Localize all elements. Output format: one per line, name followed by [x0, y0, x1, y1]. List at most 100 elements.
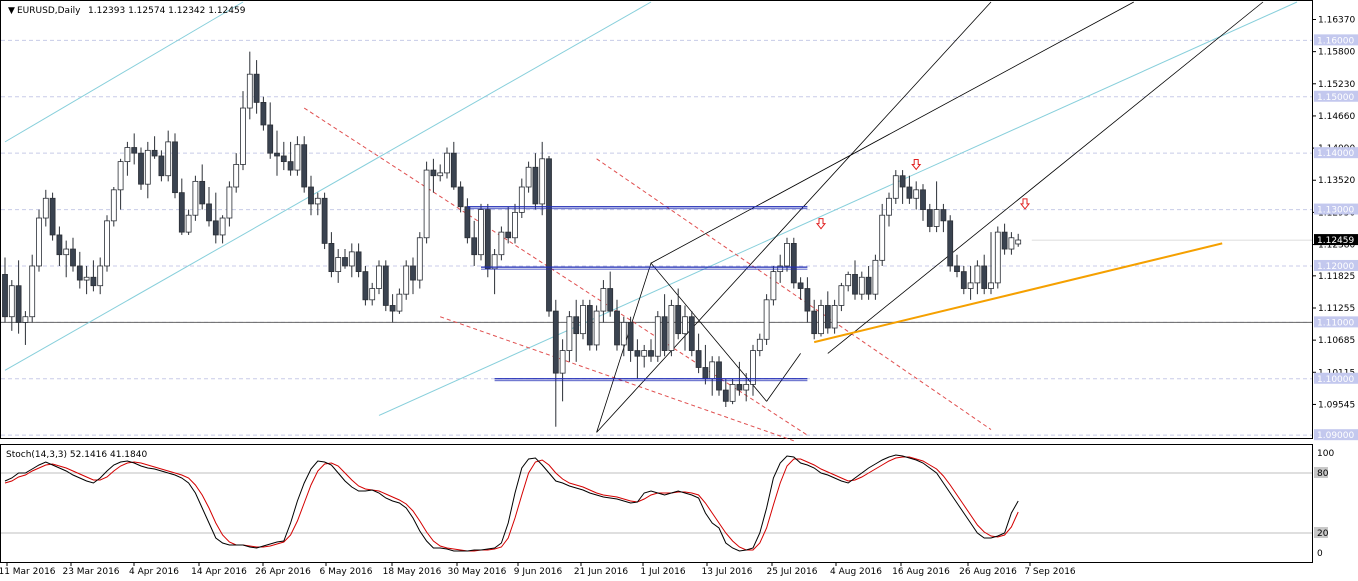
candle: [539, 141, 546, 216]
candle: [138, 147, 144, 190]
candle-body: [369, 288, 376, 301]
candle: [280, 141, 287, 171]
candle: [994, 226, 1001, 289]
candle-body: [729, 384, 736, 402]
candle: [70, 237, 76, 272]
candle: [63, 240, 70, 278]
pitchfork-channel: [596, 1, 1264, 433]
candle: [940, 203, 947, 233]
candle: [22, 311, 29, 345]
candle-body: [620, 321, 627, 346]
candle-body: [960, 271, 967, 289]
candle-body: [586, 305, 593, 346]
candle: [600, 280, 607, 323]
candle-body: [185, 214, 192, 233]
level-label-bg: [1314, 34, 1358, 46]
level-label-bg: [1314, 259, 1358, 271]
candle: [763, 294, 770, 345]
candle-body: [240, 107, 246, 165]
x-tick-label: 26 Aug 2016: [959, 567, 1017, 577]
candle: [131, 133, 138, 165]
candle: [389, 294, 396, 323]
axes: 1.163701.158001.152301.146601.140901.135…: [0, 15, 1358, 577]
candle: [376, 260, 382, 295]
candle: [906, 175, 913, 204]
candle-body: [981, 265, 988, 289]
candle: [709, 356, 716, 396]
candle-body: [410, 265, 416, 281]
grid: [0, 0, 1313, 563]
candle: [1001, 223, 1008, 255]
candle-body: [634, 350, 641, 357]
level-label-bg: [1314, 429, 1358, 441]
candle: [784, 237, 790, 272]
y-tick-label: 1.09545: [1318, 400, 1355, 410]
candle: [607, 271, 614, 317]
candle: [478, 203, 484, 261]
y-tick-label: 1.15800: [1318, 48, 1355, 58]
candle: [355, 243, 362, 278]
candle-body: [770, 271, 777, 301]
candle-body: [464, 206, 471, 239]
candle: [240, 91, 246, 171]
candle: [879, 203, 886, 266]
candle: [580, 299, 586, 340]
x-tick-label: 1 Jul 2016: [640, 567, 685, 577]
candle: [750, 344, 756, 396]
candle-body: [389, 305, 396, 312]
candle-body: [287, 161, 294, 171]
candle-body: [559, 350, 566, 374]
fib-line: [4, 1, 244, 143]
candle: [614, 299, 620, 351]
y-tick-label: 1.14660: [1318, 112, 1355, 122]
x-tick-label: 30 May 2016: [448, 567, 507, 577]
candle-body: [573, 316, 580, 335]
candle: [546, 155, 552, 317]
candle: [342, 249, 348, 269]
candle-body: [76, 265, 83, 281]
level-label: 1.14000: [1317, 149, 1354, 159]
candle: [818, 299, 824, 337]
candle: [396, 288, 403, 314]
candle-body: [688, 316, 695, 351]
candle: [76, 251, 83, 289]
candle: [321, 192, 328, 250]
candle: [185, 209, 192, 235]
candle: [981, 254, 988, 295]
symbol-label: EURUSD,Daily: [17, 6, 81, 16]
candle: [56, 226, 63, 266]
candle: [641, 344, 648, 368]
candle-body: [804, 288, 811, 312]
x-tick-label: 11 Mar 2016: [0, 567, 56, 577]
candle: [83, 265, 90, 295]
candle-body: [1008, 237, 1015, 250]
candle-body: [416, 237, 423, 281]
candle-body: [675, 305, 682, 335]
candle-body: [940, 209, 947, 222]
candle: [743, 373, 750, 402]
candle-body: [525, 166, 532, 188]
x-tick-label: 7 Sep 2016: [1024, 567, 1076, 577]
candle-body: [63, 248, 70, 256]
candle: [675, 288, 682, 340]
candle-body: [899, 175, 906, 188]
candle: [1008, 232, 1015, 255]
candle-body: [967, 282, 974, 289]
candle: [287, 141, 294, 176]
candle-body: [518, 186, 525, 213]
candle: [484, 203, 491, 278]
candle: [335, 249, 342, 283]
candle: [294, 136, 301, 176]
candle-body: [654, 316, 661, 357]
candle-body: [117, 161, 124, 191]
candle-body: [858, 276, 865, 295]
level-label-bg: [1314, 147, 1358, 159]
candle: [532, 153, 539, 210]
candle: [933, 181, 940, 233]
x-tick-label: 14 Apr 2016: [191, 567, 247, 577]
x-tick-label: 4 Apr 2016: [129, 567, 179, 577]
triangle-down-icon[interactable]: ▼: [8, 6, 15, 16]
x-tick-label: 18 May 2016: [383, 567, 442, 577]
current-price-bg: [1314, 234, 1358, 246]
